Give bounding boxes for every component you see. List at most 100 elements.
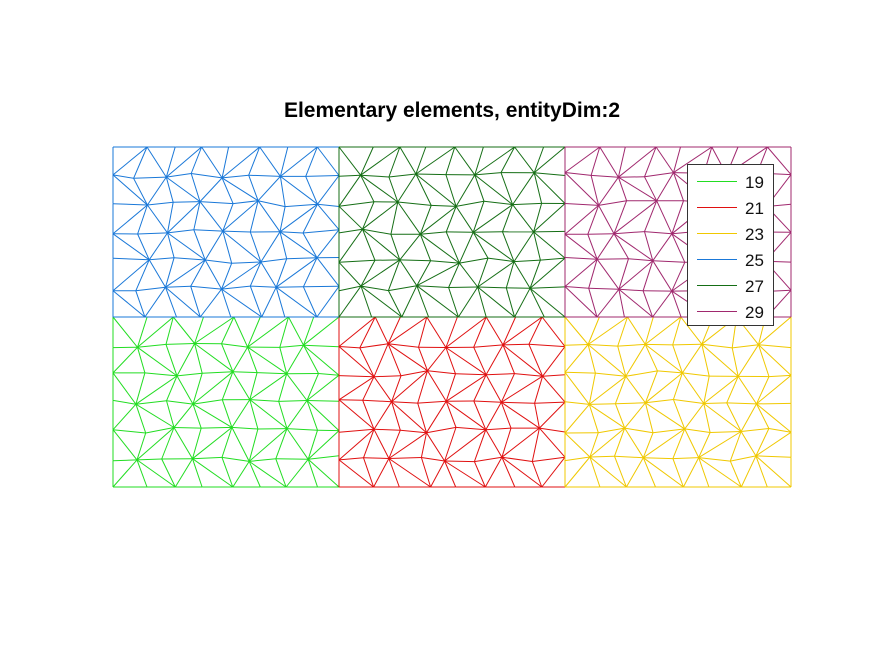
- mesh-edge: [373, 376, 393, 402]
- mesh-edge: [684, 428, 700, 458]
- mesh-edge: [588, 375, 627, 405]
- mesh-edge: [418, 347, 428, 371]
- mesh-edge: [249, 399, 288, 429]
- legend-label: 19: [745, 173, 764, 192]
- mesh-edge: [473, 316, 487, 348]
- mesh-edge: [306, 400, 318, 431]
- mesh-edge: [532, 456, 566, 462]
- mesh-edge: [360, 259, 401, 287]
- mesh-edge: [166, 176, 201, 203]
- mesh-edge: [338, 376, 375, 401]
- mesh-edge: [445, 401, 457, 428]
- mesh-edge: [618, 176, 657, 202]
- mesh-edge: [539, 401, 566, 429]
- mesh-edge: [194, 343, 234, 373]
- mesh-edge: [514, 146, 535, 174]
- mesh-edge: [308, 455, 340, 460]
- mesh-edge: [419, 205, 432, 235]
- mesh-edge: [588, 344, 618, 347]
- mesh-edge: [673, 399, 704, 404]
- mesh-edge: [136, 432, 147, 461]
- mesh-edge: [249, 399, 279, 402]
- mesh-edge: [388, 432, 427, 459]
- mesh-edge: [564, 257, 598, 260]
- mesh-edge: [387, 259, 401, 291]
- mesh-block-21: [338, 316, 566, 488]
- mesh-edge: [388, 146, 401, 178]
- mesh-edge: [388, 343, 419, 348]
- mesh-edge: [286, 257, 318, 260]
- mesh-edge: [472, 232, 489, 259]
- mesh-edge: [564, 404, 590, 434]
- mesh-edge: [232, 461, 250, 488]
- mesh-edge: [529, 287, 566, 318]
- mesh-edge: [473, 400, 502, 403]
- mesh-edge: [260, 258, 287, 263]
- mesh-edge: [643, 457, 684, 488]
- mesh-edge: [388, 457, 422, 459]
- mesh-edge: [513, 231, 535, 262]
- mesh-edge: [644, 402, 654, 433]
- mesh-edge: [302, 232, 318, 258]
- mesh-edge: [317, 203, 340, 231]
- mesh-edge: [199, 288, 222, 318]
- mesh-edge: [444, 460, 475, 463]
- mesh-edge: [338, 428, 375, 433]
- mesh-edge: [645, 402, 685, 430]
- mesh-edge: [338, 201, 375, 207]
- mesh-edge: [191, 173, 223, 179]
- mesh-edge: [455, 373, 487, 376]
- mesh-edge: [614, 376, 627, 404]
- mesh-edge: [505, 287, 516, 318]
- mesh-edge: [303, 344, 340, 348]
- mesh-edge: [231, 399, 251, 428]
- mesh-block-27: [338, 146, 566, 318]
- mesh-edge: [618, 289, 625, 318]
- mesh-edge: [710, 431, 742, 433]
- mesh-edge: [564, 286, 589, 289]
- mesh-edge: [530, 286, 566, 289]
- mesh-edge: [221, 316, 235, 344]
- mesh-edge: [416, 262, 460, 287]
- mesh-edge: [531, 461, 543, 488]
- mesh-edge: [399, 259, 431, 262]
- mesh-edge: [445, 316, 487, 348]
- mesh-edge: [176, 372, 203, 377]
- mesh-edge: [501, 401, 540, 429]
- mesh-edge: [589, 456, 627, 488]
- mesh-edge: [701, 343, 739, 377]
- mesh-edge: [672, 428, 686, 459]
- mesh-edge: [202, 371, 233, 374]
- mesh-edge: [564, 146, 601, 173]
- mesh-edge: [233, 200, 259, 205]
- mesh-edge: [250, 285, 277, 288]
- mesh-edge: [445, 400, 487, 431]
- mesh-edge: [192, 371, 234, 405]
- mesh-edge: [564, 371, 596, 374]
- mesh-edge: [173, 403, 194, 428]
- mesh-edge: [672, 316, 682, 346]
- mesh-edge: [318, 373, 340, 376]
- mesh-edge: [165, 146, 176, 178]
- mesh-edge: [362, 228, 401, 261]
- mesh-edge: [514, 373, 543, 377]
- mesh-edge: [644, 316, 654, 345]
- mesh-edge: [166, 173, 192, 178]
- mesh-edge: [627, 316, 646, 345]
- mesh-edge: [541, 316, 566, 347]
- mesh-edge: [399, 233, 421, 261]
- mesh-edge: [286, 373, 308, 401]
- mesh-edge: [249, 261, 262, 287]
- mesh-edge: [373, 401, 393, 430]
- mesh-edge: [448, 262, 460, 288]
- mesh-edge: [455, 206, 474, 233]
- mesh-edge: [390, 201, 399, 235]
- mesh-edge: [279, 316, 289, 348]
- mesh-edge: [645, 372, 683, 404]
- mesh-edge: [363, 457, 389, 459]
- mesh-edge: [445, 174, 457, 207]
- mesh-edge: [359, 316, 376, 349]
- mesh-edge: [539, 427, 566, 458]
- mesh-edge: [421, 457, 445, 462]
